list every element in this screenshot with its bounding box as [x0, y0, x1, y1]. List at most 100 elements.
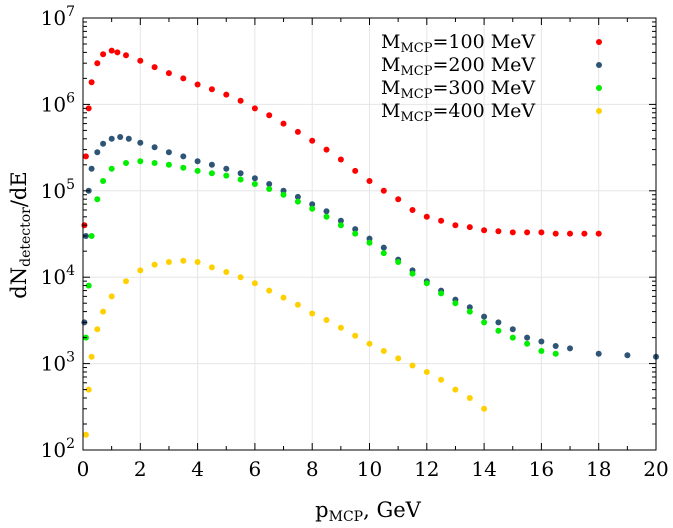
x-axis-title: pMCP, GeV: [315, 498, 421, 525]
data-point: [552, 350, 559, 357]
data-point: [117, 134, 124, 140]
data-point: [509, 229, 516, 236]
data-point: [180, 153, 187, 160]
data-point: [366, 340, 373, 347]
data-point: [409, 362, 416, 369]
data-point: [481, 227, 488, 234]
data-point: [100, 51, 107, 58]
data-point: [595, 230, 602, 237]
y-tick-label: 105: [41, 177, 75, 203]
data-point: [380, 250, 387, 257]
data-point: [125, 135, 132, 142]
data-point: [624, 352, 631, 359]
data-point: [481, 313, 488, 320]
data-point: [88, 353, 95, 360]
legend-marker: [596, 108, 602, 114]
grid: [83, 18, 656, 450]
data-point: [223, 172, 230, 179]
data-point: [294, 128, 301, 135]
data-point: [294, 301, 301, 308]
data-point: [423, 213, 430, 220]
data-point: [85, 386, 92, 393]
data-point: [237, 274, 244, 281]
data-point: [409, 207, 416, 213]
y-tick-label: 102: [41, 436, 75, 462]
data-point: [481, 405, 488, 412]
data-point: [495, 228, 502, 235]
data-point: [251, 105, 258, 112]
data-point: [466, 304, 473, 311]
data-point: [100, 308, 107, 315]
data-point: [337, 217, 344, 224]
x-tick-label: 14: [471, 457, 496, 481]
data-point: [538, 338, 545, 345]
data-point: [137, 57, 144, 64]
y-tick-label: 107: [41, 4, 75, 30]
data-point: [352, 167, 359, 174]
data-point: [524, 229, 531, 236]
data-point: [194, 259, 201, 265]
data-point: [352, 226, 359, 233]
data-point: [208, 86, 215, 93]
data-point: [438, 290, 445, 297]
data-point: [266, 181, 273, 187]
data-point: [481, 319, 488, 326]
data-point: [294, 198, 301, 205]
legend-marker: [596, 85, 602, 91]
data-point: [108, 47, 115, 54]
data-point: [208, 264, 215, 271]
data-point: [366, 235, 373, 242]
data-point: [380, 187, 387, 194]
data-point: [88, 233, 95, 239]
data-point: [151, 144, 158, 151]
x-tick-label: 10: [357, 457, 382, 481]
series-4: [82, 257, 488, 438]
data-point: [108, 135, 115, 142]
data-point: [123, 160, 129, 166]
data-point: [223, 269, 230, 275]
data-point: [438, 217, 445, 224]
data-point: [581, 230, 588, 237]
data-point: [280, 191, 287, 198]
data-point: [165, 259, 172, 265]
y-tick-label: 103: [41, 350, 75, 376]
data-point: [280, 120, 287, 127]
data-point: [85, 282, 92, 289]
data-point: [108, 165, 115, 172]
data-point: [94, 149, 101, 156]
data-point: [366, 239, 373, 246]
legend-marker: [596, 39, 602, 45]
legend-label: MMCP=100 MeV: [381, 31, 535, 56]
y-tick-label: 104: [41, 263, 75, 289]
data-point: [452, 222, 459, 229]
data-point: [251, 175, 258, 182]
data-point: [452, 386, 459, 393]
data-point: [165, 149, 172, 156]
x-axis-ticks: 0 2 4 6 8 10 12 14 16 18 20: [77, 18, 669, 481]
data-point: [294, 193, 301, 200]
data-point: [395, 259, 402, 265]
data-point: [137, 158, 144, 165]
data-point: [194, 158, 201, 165]
data-point: [94, 60, 101, 67]
data-point: [100, 140, 107, 147]
legend-label: MMCP=300 MeV: [381, 77, 535, 102]
data-point: [309, 201, 316, 208]
y-axis-ticks: 102 103 104 105 106 107: [41, 4, 656, 462]
data-point: [151, 64, 158, 71]
data-point: [137, 139, 144, 146]
legend-marker: [596, 62, 602, 68]
data-point: [380, 348, 387, 354]
data-point: [82, 431, 89, 438]
data-point: [309, 205, 316, 212]
data-point: [309, 310, 316, 317]
data-point: [88, 165, 95, 172]
x-tick-label: 16: [529, 457, 554, 481]
data-point: [223, 91, 230, 98]
data-point: [237, 170, 244, 177]
y-tick-label: 106: [41, 90, 75, 116]
data-point: [567, 345, 573, 352]
